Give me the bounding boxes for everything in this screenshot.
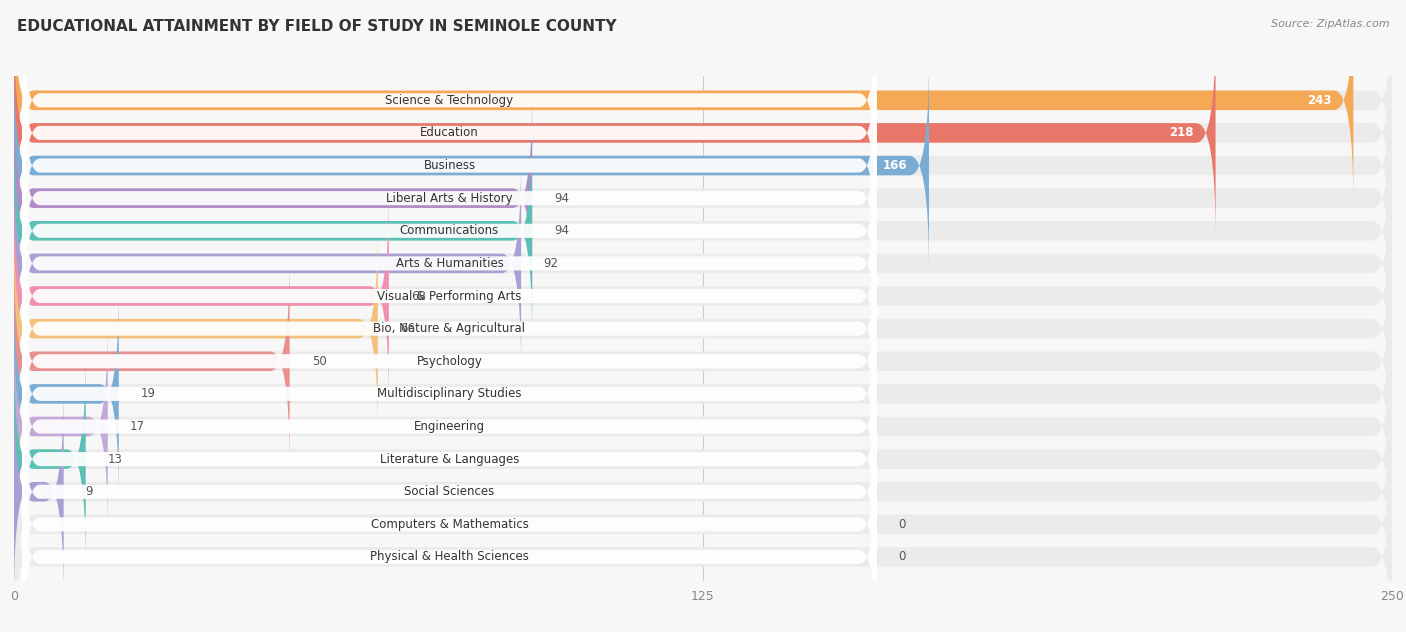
Text: Visual & Performing Arts: Visual & Performing Arts	[377, 289, 522, 303]
FancyBboxPatch shape	[14, 355, 1392, 564]
FancyBboxPatch shape	[14, 191, 1392, 401]
FancyBboxPatch shape	[14, 322, 108, 531]
FancyBboxPatch shape	[14, 0, 1392, 205]
Text: 0: 0	[898, 518, 905, 531]
FancyBboxPatch shape	[22, 362, 876, 556]
Text: Business: Business	[423, 159, 475, 172]
FancyBboxPatch shape	[14, 387, 63, 596]
Text: 19: 19	[141, 387, 156, 401]
FancyBboxPatch shape	[14, 126, 1392, 335]
FancyBboxPatch shape	[14, 453, 1392, 632]
Text: Engineering: Engineering	[413, 420, 485, 433]
Text: 68: 68	[411, 289, 426, 303]
FancyBboxPatch shape	[14, 0, 1354, 205]
FancyBboxPatch shape	[14, 126, 531, 335]
Text: Bio, Nature & Agricultural: Bio, Nature & Agricultural	[374, 322, 526, 335]
Text: Multidisciplinary Studies: Multidisciplinary Studies	[377, 387, 522, 401]
FancyBboxPatch shape	[22, 101, 876, 296]
Text: 9: 9	[86, 485, 93, 498]
Text: Liberal Arts & History: Liberal Arts & History	[387, 191, 513, 205]
FancyBboxPatch shape	[14, 159, 522, 368]
Text: Arts & Humanities: Arts & Humanities	[395, 257, 503, 270]
Text: 13: 13	[108, 453, 122, 466]
FancyBboxPatch shape	[14, 61, 1392, 270]
FancyBboxPatch shape	[14, 322, 1392, 531]
FancyBboxPatch shape	[22, 394, 876, 589]
Text: Physical & Health Sciences: Physical & Health Sciences	[370, 550, 529, 564]
FancyBboxPatch shape	[14, 191, 389, 401]
FancyBboxPatch shape	[14, 28, 1392, 237]
Text: Social Sciences: Social Sciences	[405, 485, 495, 498]
FancyBboxPatch shape	[14, 94, 1392, 303]
FancyBboxPatch shape	[14, 289, 1392, 498]
Text: 243: 243	[1306, 94, 1331, 107]
Text: Literature & Languages: Literature & Languages	[380, 453, 519, 466]
FancyBboxPatch shape	[22, 35, 876, 230]
Text: 50: 50	[312, 355, 326, 368]
Text: Education: Education	[420, 126, 479, 140]
FancyBboxPatch shape	[22, 198, 876, 393]
FancyBboxPatch shape	[22, 3, 876, 198]
FancyBboxPatch shape	[22, 296, 876, 491]
FancyBboxPatch shape	[14, 387, 1392, 596]
FancyBboxPatch shape	[14, 94, 531, 303]
FancyBboxPatch shape	[14, 61, 929, 270]
FancyBboxPatch shape	[22, 427, 876, 622]
Text: Computers & Mathematics: Computers & Mathematics	[371, 518, 529, 531]
FancyBboxPatch shape	[22, 264, 876, 459]
Text: 17: 17	[129, 420, 145, 433]
Text: 218: 218	[1168, 126, 1194, 140]
FancyBboxPatch shape	[14, 289, 118, 498]
Text: 166: 166	[883, 159, 907, 172]
FancyBboxPatch shape	[22, 68, 876, 263]
FancyBboxPatch shape	[22, 459, 876, 632]
Text: Communications: Communications	[399, 224, 499, 237]
FancyBboxPatch shape	[14, 28, 1216, 237]
FancyBboxPatch shape	[22, 329, 876, 524]
FancyBboxPatch shape	[14, 224, 378, 433]
Text: Science & Technology: Science & Technology	[385, 94, 513, 107]
Text: 66: 66	[399, 322, 415, 335]
Text: Psychology: Psychology	[416, 355, 482, 368]
Text: 94: 94	[554, 191, 569, 205]
Text: EDUCATIONAL ATTAINMENT BY FIELD OF STUDY IN SEMINOLE COUNTY: EDUCATIONAL ATTAINMENT BY FIELD OF STUDY…	[17, 19, 616, 34]
FancyBboxPatch shape	[22, 133, 876, 328]
Text: 94: 94	[554, 224, 569, 237]
Text: Source: ZipAtlas.com: Source: ZipAtlas.com	[1271, 19, 1389, 29]
Text: 0: 0	[898, 550, 905, 564]
FancyBboxPatch shape	[14, 420, 1392, 629]
FancyBboxPatch shape	[14, 257, 290, 466]
FancyBboxPatch shape	[14, 355, 86, 564]
FancyBboxPatch shape	[22, 166, 876, 361]
Text: 92: 92	[543, 257, 558, 270]
FancyBboxPatch shape	[22, 231, 876, 426]
FancyBboxPatch shape	[14, 159, 1392, 368]
FancyBboxPatch shape	[14, 224, 1392, 433]
FancyBboxPatch shape	[14, 257, 1392, 466]
